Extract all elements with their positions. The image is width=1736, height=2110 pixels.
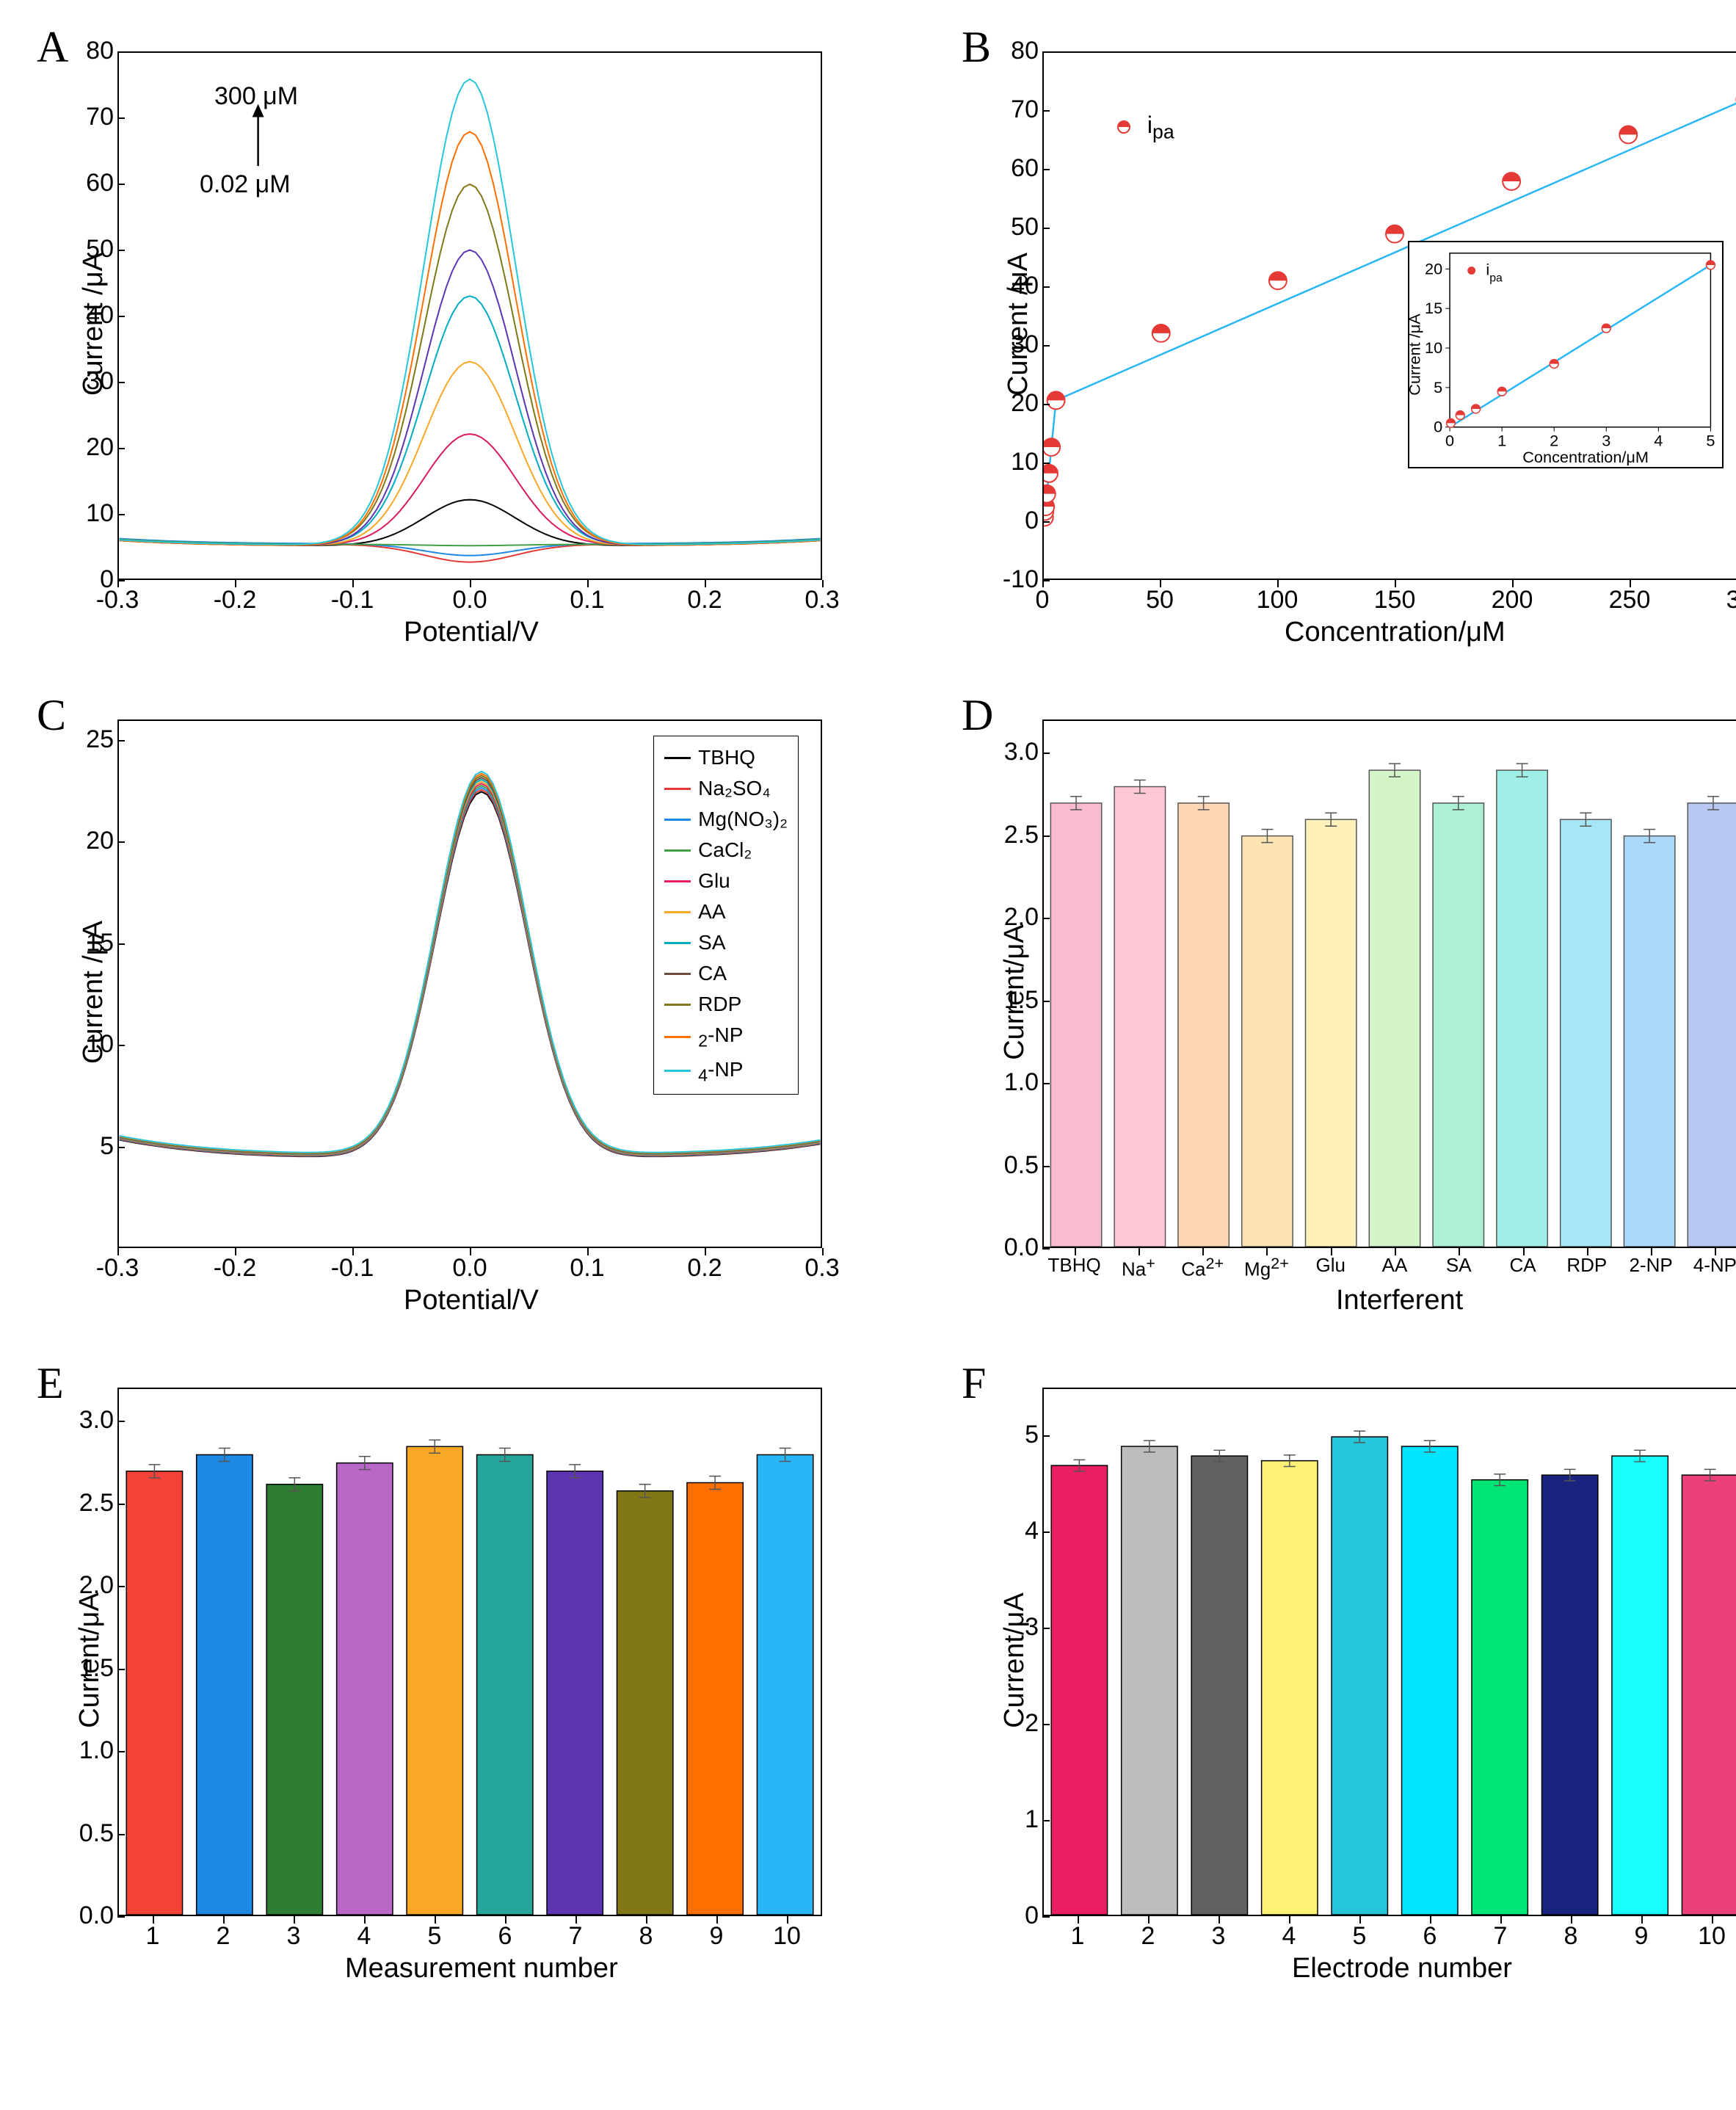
panel-E-label: E: [37, 1358, 64, 1409]
panel-C-label: C: [37, 690, 66, 741]
svg-text:0: 0: [1445, 431, 1454, 449]
panel-B-inset-svg: 0 5 10 15 20 0 1 2 3 4 5 Current /μA Concentration/μ…: [1409, 242, 1722, 467]
panel-C-legend: TBHQNa₂SO₄Mg(NO₃)₂CaCl₂GluAASACARDP2-NP4…: [653, 736, 799, 1095]
panel-D-xlabel: Interferent: [1336, 1285, 1463, 1316]
panel-D-svg: [1044, 721, 1736, 1247]
panel-A-label: A: [37, 22, 68, 73]
svg-text:ipa: ipa: [1486, 260, 1503, 283]
svg-text:Concentration/μM: Concentration/μM: [1522, 448, 1649, 466]
panel-B-plot: ipa 0 5 10 15 20 0 1 2 3 4 5 Current /μA Concentrati…: [1042, 51, 1736, 580]
panel-F-svg: [1044, 1389, 1736, 1915]
svg-text:3: 3: [1602, 431, 1610, 449]
panel-A: A 300 μM 0.02 μM Current /μA Potential/V…: [44, 29, 822, 580]
legend-row: CA: [664, 958, 788, 989]
panel-A-plot: 300 μM 0.02 μM: [117, 51, 822, 580]
panel-A-annotation-top: 300 μM: [214, 82, 298, 111]
panel-B-xlabel: Concentration/μM: [1285, 617, 1506, 648]
legend-row: CaCl₂: [664, 835, 788, 866]
panel-D-plot: [1042, 719, 1736, 1248]
legend-row: Mg(NO₃)₂: [664, 804, 788, 835]
legend-row: SA: [664, 927, 788, 958]
panel-A-annotation-bottom: 0.02 μM: [200, 170, 291, 199]
svg-text:Current /μA: Current /μA: [1409, 313, 1424, 396]
legend-row: 4-NP: [664, 1054, 788, 1089]
panel-E-plot: [117, 1388, 822, 1916]
legend-row: AA: [664, 896, 788, 927]
panel-B: B ipa 05101520012345Current /μAConcentra…: [969, 29, 1736, 580]
svg-text:5: 5: [1706, 431, 1715, 449]
svg-text:2: 2: [1550, 431, 1558, 449]
svg-text:10: 10: [1425, 338, 1442, 357]
panel-A-xlabel: Potential/V: [404, 617, 539, 648]
legend-row: 2-NP: [664, 1020, 788, 1054]
panel-F-xlabel: Electrode number: [1292, 1953, 1512, 1984]
svg-text:20: 20: [1425, 259, 1442, 278]
svg-text:1: 1: [1497, 431, 1506, 449]
panel-B-inset: 0 5 10 15 20 0 1 2 3 4 5 Current /μA Concentration/μ…: [1408, 241, 1724, 468]
legend-row: RDP: [664, 989, 788, 1020]
panel-E-svg: [119, 1389, 821, 1915]
panel-E: E Current/μA Measurement number 0.00.51.…: [44, 1366, 822, 1916]
svg-text:15: 15: [1425, 299, 1442, 317]
svg-text:0: 0: [1434, 418, 1442, 436]
figure-grid: A 300 μM 0.02 μM Current /μA Potential/V…: [44, 29, 1692, 1916]
panel-C: C TBHQNa₂SO₄Mg(NO₃)₂CaCl₂GluAASACARDP2-N…: [44, 697, 822, 1248]
panel-F-plot: [1042, 1388, 1736, 1916]
legend-row: TBHQ: [664, 742, 788, 773]
panel-B-label: B: [962, 22, 991, 73]
svg-text:5: 5: [1434, 378, 1442, 396]
panel-F-label: F: [962, 1358, 986, 1409]
panel-C-xlabel: Potential/V: [404, 1285, 539, 1316]
panel-D-label: D: [962, 690, 993, 741]
legend-row: Glu: [664, 866, 788, 896]
legend-row: Na₂SO₄: [664, 773, 788, 804]
panel-A-svg: [119, 53, 821, 579]
panel-B-legend: ipa: [1117, 112, 1174, 143]
panel-E-xlabel: Measurement number: [345, 1953, 618, 1984]
panel-D: D Current/μA Interferent 0.00.51.01.52.0…: [969, 697, 1736, 1248]
panel-F: F Current/μA Electrode number 0123451234…: [969, 1366, 1736, 1916]
svg-text:4: 4: [1654, 431, 1663, 449]
panel-C-plot: TBHQNa₂SO₄Mg(NO₃)₂CaCl₂GluAASACARDP2-NP4…: [117, 719, 822, 1248]
